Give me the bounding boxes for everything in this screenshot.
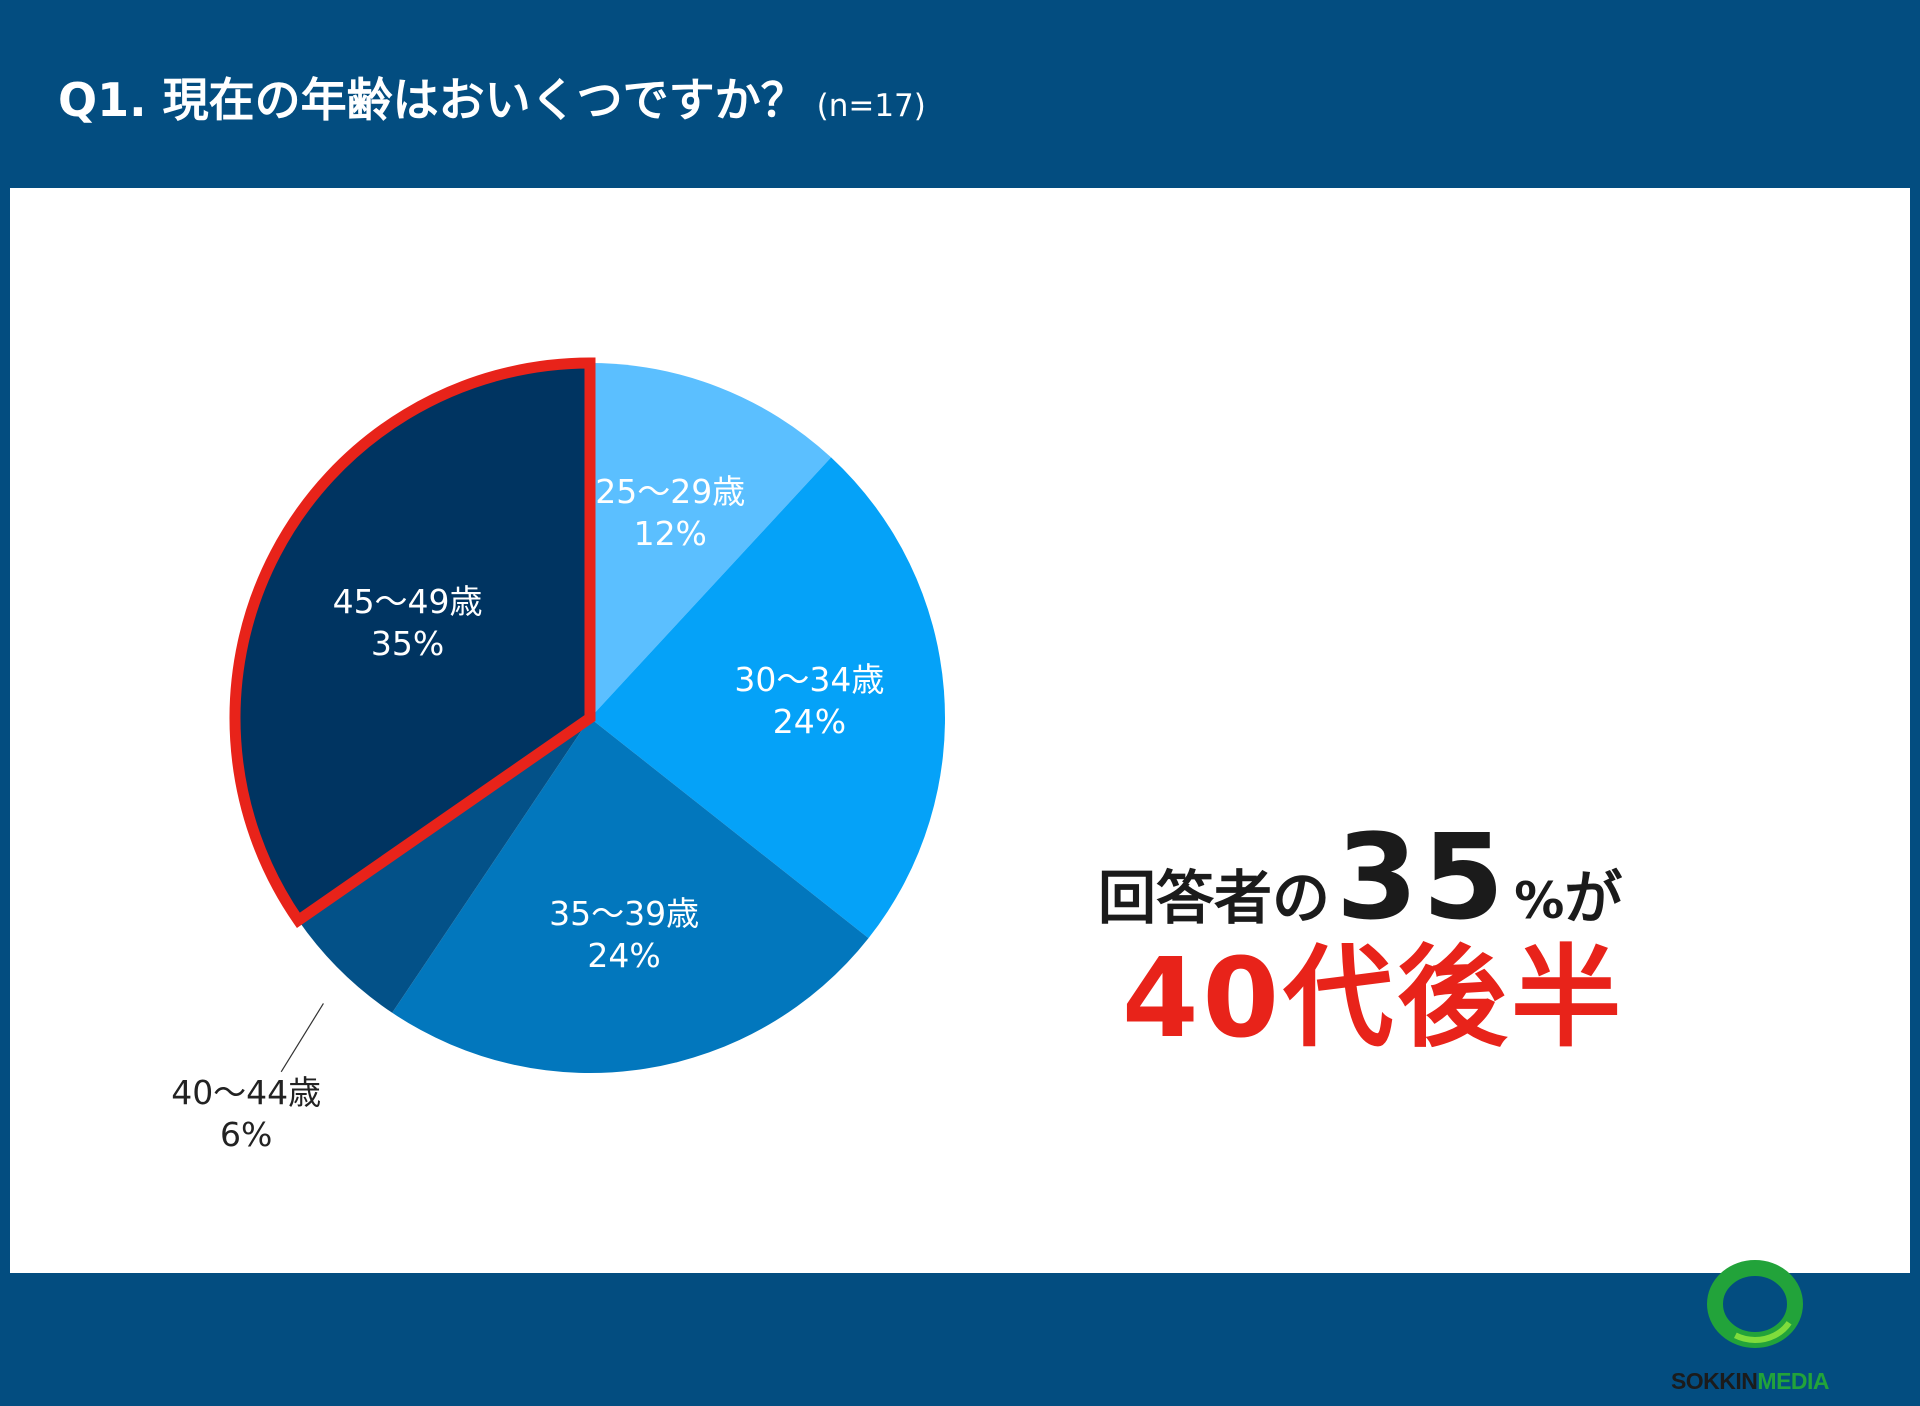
slice-category-label: 25〜29歳 [595, 472, 746, 512]
pie-slice-4 [298, 718, 590, 1013]
pie-outside-label: 40〜44歳 6% [171, 1072, 321, 1156]
pie-slice-label: 25〜29歳 12% [595, 471, 745, 555]
slice-percent-label: 35% [370, 623, 445, 663]
highlight-outline [229, 357, 596, 929]
slice-percent-label: 24% [587, 936, 661, 976]
chart-panel: 25〜29歳 12% 30〜34歳 24% 35〜39歳 24% 40〜44歳 6% 45〜49… [10, 188, 1910, 1394]
callout-headline: 回答者の35 %が [1098, 808, 1622, 946]
callout-highlight: 40代後半 [1122, 934, 1626, 1062]
sokkin-media-logo: SOKKINMEDIA [1650, 1256, 1840, 1406]
callout-prefix: 回答者の [1098, 864, 1331, 932]
slice-percent-label: 12% [633, 514, 707, 554]
callout-number: 35 [1336, 808, 1509, 946]
callout-unit: % [1514, 872, 1565, 930]
pie-slice-label: 45〜49歳 35% [333, 581, 483, 665]
pie-slice-label: 35〜39歳 24% [549, 893, 699, 977]
callout-suffix: が [1564, 864, 1623, 932]
logo-wordmark: SOKKINMEDIA [1670, 1368, 1830, 1394]
leader-line [280, 1003, 324, 1073]
sample-size-note: (n=17) [816, 88, 926, 124]
logo-ring-icon [1707, 1260, 1803, 1348]
pie-slice-label: 30〜34歳 24% [734, 659, 884, 743]
pie-chart [229, 357, 945, 1073]
slice-category-label: 30〜34歳 [734, 659, 885, 699]
pie-slice-2 [590, 457, 945, 939]
slice-category-label: 45〜49歳 [332, 581, 483, 621]
slice-percent-label: 6% [220, 1114, 273, 1154]
pie-slice-1 [590, 363, 832, 718]
pie-slice-5 [234, 363, 590, 921]
page-title: Q1. 現在の年齢はおいくつですか？ (n=17) [58, 62, 926, 144]
question-text: Q1. 現在の年齢はおいくつですか？ [58, 73, 807, 127]
header: Q1. 現在の年齢はおいくつですか？ (n=17) [0, 0, 1920, 188]
slice-category-label: 35〜39歳 [549, 894, 700, 934]
slice-percent-label: 24% [772, 701, 847, 741]
pie-slice-3 [392, 718, 869, 1073]
slice-category-label: 40〜44歳 [171, 1072, 322, 1112]
